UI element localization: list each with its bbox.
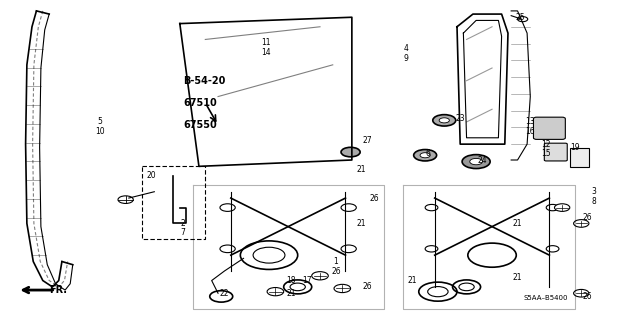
Text: 21: 21 <box>408 276 417 285</box>
Circle shape <box>220 245 236 252</box>
Circle shape <box>425 246 438 252</box>
Text: 12: 12 <box>541 140 551 148</box>
Text: S5AA–B5400: S5AA–B5400 <box>524 295 568 301</box>
Text: 21: 21 <box>513 273 522 282</box>
Circle shape <box>312 272 328 280</box>
FancyBboxPatch shape <box>544 143 567 161</box>
Text: 21: 21 <box>287 289 296 298</box>
Circle shape <box>341 204 356 212</box>
Circle shape <box>341 147 360 157</box>
Circle shape <box>439 118 449 123</box>
Circle shape <box>267 288 284 296</box>
Text: 2: 2 <box>180 219 186 228</box>
Text: 7: 7 <box>180 228 186 237</box>
Circle shape <box>573 289 589 297</box>
Text: 4: 4 <box>404 44 408 53</box>
Circle shape <box>462 155 490 169</box>
Text: 9: 9 <box>404 54 408 63</box>
Circle shape <box>334 284 351 292</box>
Text: 13: 13 <box>525 117 535 126</box>
Text: 20: 20 <box>147 172 156 180</box>
Text: 1: 1 <box>333 257 339 266</box>
Text: 3: 3 <box>591 187 596 196</box>
Circle shape <box>413 149 436 161</box>
Circle shape <box>546 246 559 252</box>
Text: 10: 10 <box>95 127 105 136</box>
Text: 23: 23 <box>456 114 465 123</box>
Text: 26: 26 <box>363 282 372 292</box>
Circle shape <box>573 220 589 227</box>
Text: 21: 21 <box>513 219 522 228</box>
Circle shape <box>546 204 559 211</box>
Circle shape <box>341 245 356 252</box>
Text: 25: 25 <box>516 13 525 22</box>
Text: 67550: 67550 <box>183 120 217 130</box>
Circle shape <box>518 17 528 22</box>
Text: 26: 26 <box>369 194 379 203</box>
FancyBboxPatch shape <box>570 148 589 167</box>
Text: 17: 17 <box>303 276 312 285</box>
Text: 26: 26 <box>331 267 340 276</box>
Text: 24: 24 <box>477 156 487 164</box>
FancyBboxPatch shape <box>534 117 565 140</box>
Text: 5: 5 <box>98 117 102 126</box>
Text: 26: 26 <box>583 212 593 222</box>
Text: 14: 14 <box>261 48 271 57</box>
Text: 27: 27 <box>363 136 372 146</box>
Text: 16: 16 <box>525 127 535 136</box>
Text: 11: 11 <box>261 38 271 47</box>
Text: 15: 15 <box>541 149 551 158</box>
Text: 22: 22 <box>220 289 229 298</box>
Circle shape <box>554 204 570 212</box>
Text: 26: 26 <box>583 292 593 301</box>
Text: 21: 21 <box>356 219 366 228</box>
Circle shape <box>470 158 483 165</box>
Circle shape <box>425 204 438 211</box>
Text: 18: 18 <box>287 276 296 285</box>
Text: 19: 19 <box>570 143 580 152</box>
Text: 8: 8 <box>591 197 596 206</box>
Circle shape <box>220 204 236 212</box>
Circle shape <box>420 153 430 158</box>
Circle shape <box>433 115 456 126</box>
Text: B-54-20: B-54-20 <box>183 76 225 86</box>
Text: 21: 21 <box>356 165 366 174</box>
Text: 67510: 67510 <box>183 98 217 108</box>
Text: FR.: FR. <box>49 285 67 295</box>
Text: 6: 6 <box>426 149 431 158</box>
